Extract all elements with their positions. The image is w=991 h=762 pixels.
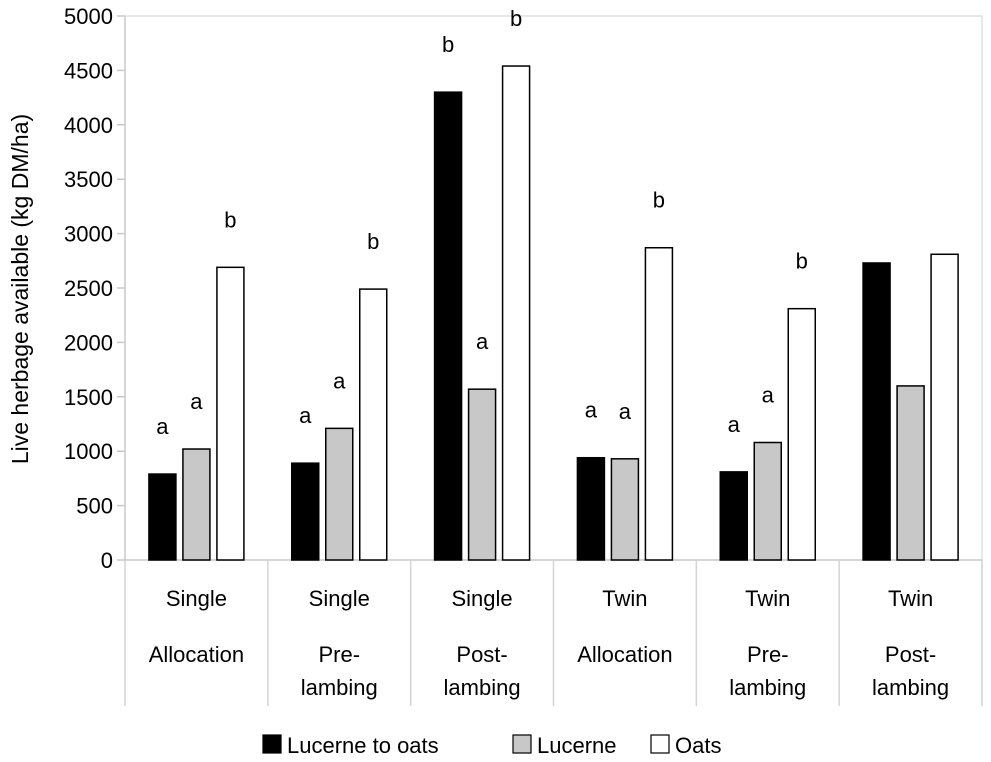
- category-label: Single: [309, 586, 370, 611]
- category-label: Post-: [885, 642, 936, 667]
- bar: [148, 473, 177, 561]
- category-label: Pre-: [318, 642, 360, 667]
- y-tick-label: 1000: [64, 439, 113, 464]
- y-tick-label: 1500: [64, 385, 113, 410]
- bar: [216, 266, 245, 561]
- bar: [501, 65, 531, 561]
- category-label: Twin: [602, 586, 647, 611]
- significance-letter: a: [619, 399, 632, 424]
- bar: [182, 448, 211, 561]
- significance-letter: b: [367, 229, 379, 254]
- significance-letter: a: [762, 382, 775, 407]
- bar: [467, 388, 497, 561]
- category-label: Single: [166, 586, 227, 611]
- significance-letter: b: [224, 207, 236, 232]
- category-label: lambing: [301, 675, 378, 700]
- significance-letter: a: [476, 329, 489, 354]
- significance-letter: a: [728, 412, 741, 437]
- category-label: Single: [452, 586, 513, 611]
- category-label: Twin: [745, 586, 790, 611]
- category-label: lambing: [729, 675, 806, 700]
- bar: [433, 91, 463, 561]
- bar: [291, 462, 320, 561]
- category-label: Allocation: [577, 642, 672, 667]
- bar: [359, 288, 388, 561]
- plot-border: [125, 15, 983, 560]
- significance-letter: b: [442, 32, 454, 57]
- y-axis-label: Live herbage available (kg DM/ha): [7, 114, 33, 464]
- legend-swatch: [262, 734, 282, 754]
- significance-letter: a: [585, 398, 598, 423]
- significance-letter: a: [333, 368, 346, 393]
- significance-letter: b: [510, 6, 522, 31]
- y-tick-label: 500: [76, 494, 113, 519]
- legend-label: Oats: [675, 733, 721, 758]
- significance-letter: a: [156, 414, 169, 439]
- significance-letter: b: [796, 249, 808, 274]
- legend-label: Lucerne to oats: [287, 733, 439, 758]
- bar: [325, 427, 354, 561]
- category-label: Allocation: [149, 642, 244, 667]
- y-tick-label: 0: [101, 548, 113, 573]
- y-tick-label: 5000: [64, 4, 113, 29]
- legend-label: Lucerne: [537, 733, 617, 758]
- category-label: lambing: [444, 675, 521, 700]
- y-tick-label: 4500: [64, 58, 113, 83]
- bar: [719, 471, 748, 561]
- category-label: Twin: [888, 586, 933, 611]
- bar: [644, 246, 674, 561]
- category-label: lambing: [872, 675, 949, 700]
- significance-letter: a: [190, 389, 203, 414]
- legend-swatch: [512, 734, 532, 754]
- y-tick-label: 4000: [64, 113, 113, 138]
- bar: [896, 385, 925, 561]
- bar: [930, 253, 959, 561]
- bar: [753, 441, 782, 561]
- y-tick-label: 3000: [64, 222, 113, 247]
- category-label: Post-: [456, 642, 507, 667]
- legend-swatch: [650, 734, 670, 754]
- y-tick-label: 2000: [64, 330, 113, 355]
- bar: [576, 456, 606, 561]
- bar: [787, 307, 816, 561]
- bar: [610, 458, 640, 561]
- y-tick-label: 2500: [64, 276, 113, 301]
- category-label: Pre-: [747, 642, 789, 667]
- significance-letter: a: [299, 403, 312, 428]
- significance-letter: b: [653, 188, 665, 213]
- bar: [862, 262, 891, 561]
- y-tick-label: 3500: [64, 167, 113, 192]
